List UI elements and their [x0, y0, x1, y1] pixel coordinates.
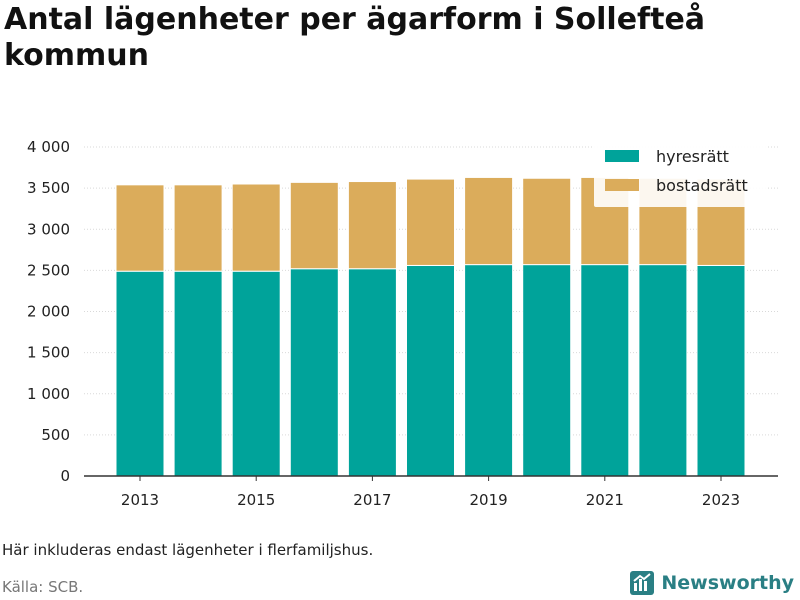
- chart-title: Antal lägenheter per ägarform i Sollefte…: [4, 2, 706, 73]
- x-tick-label: 2015: [237, 491, 275, 509]
- source-note: Källa: SCB.: [2, 578, 84, 596]
- x-tick-label: 2021: [586, 491, 624, 509]
- footnote: Här inkluderas endast lägenheter i flerf…: [2, 541, 374, 559]
- legend-swatch-hyresrätt: [605, 150, 639, 162]
- legend-swatch-bostadsrätt: [605, 179, 639, 191]
- y-tick-label: 500: [41, 426, 70, 444]
- bar-hyresrätt-2023: [696, 264, 746, 477]
- y-tick-label: 2 000: [27, 303, 70, 321]
- bar-hyresrätt-2017: [347, 268, 397, 477]
- bar-hyresrätt-2015: [231, 270, 281, 477]
- bar-bostadsrätt-2020: [522, 177, 572, 266]
- bar-hyresrätt-2016: [289, 268, 339, 477]
- legend-label-bostadsrätt: bostadsrätt: [656, 176, 748, 195]
- bar-bostadsrätt-2015: [231, 183, 281, 272]
- bar-bostadsrätt-2014: [173, 184, 223, 272]
- y-tick-label: 4 000: [27, 138, 70, 156]
- x-tick-label: 2023: [702, 491, 740, 509]
- y-tick-label: 2 500: [27, 261, 70, 279]
- x-tick-label: 2013: [121, 491, 159, 509]
- legend: hyresrätt bostadsrätt: [594, 142, 768, 207]
- bar-bostadsrätt-2017: [347, 181, 397, 270]
- bar-bostadsrätt-2013: [115, 184, 165, 272]
- bar-hyresrätt-2019: [464, 264, 514, 477]
- brand-name: Newsworthy: [661, 572, 794, 594]
- y-axis-ticks: 0 500 1 000 1 500 2 000 2 500 3 000 3 500 4 000: [27, 138, 70, 485]
- bar-hyresrätt-2014: [173, 270, 223, 477]
- x-tick-label: 2017: [353, 491, 391, 509]
- brand-logo[interactable]: Newsworthy: [629, 570, 794, 596]
- x-axis-ticks: 2013 2015 2017 2019 2021 2023: [121, 476, 740, 509]
- y-tick-label: 1 500: [27, 344, 70, 362]
- bar-hyresrätt-2022: [638, 264, 688, 477]
- bar-hyresrätt-2013: [115, 270, 165, 477]
- y-tick-label: 1 000: [27, 385, 70, 403]
- newsworthy-logo-icon: [630, 571, 655, 595]
- bar-bostadsrätt-2016: [289, 181, 339, 270]
- bar-hyresrätt-2020: [522, 264, 572, 477]
- bars: [84, 176, 778, 477]
- y-tick-label: 3 500: [27, 179, 70, 197]
- bar-bostadsrätt-2018: [406, 178, 455, 266]
- x-tick-label: 2019: [470, 491, 508, 509]
- bar-hyresrätt-2018: [406, 264, 455, 477]
- y-tick-label: 3 000: [27, 220, 70, 238]
- bar-bostadsrätt-2019: [464, 176, 514, 266]
- legend-label-hyresrätt: hyresrätt: [656, 147, 729, 166]
- y-tick-label: 0: [60, 467, 70, 485]
- bar-hyresrätt-2021: [580, 264, 630, 477]
